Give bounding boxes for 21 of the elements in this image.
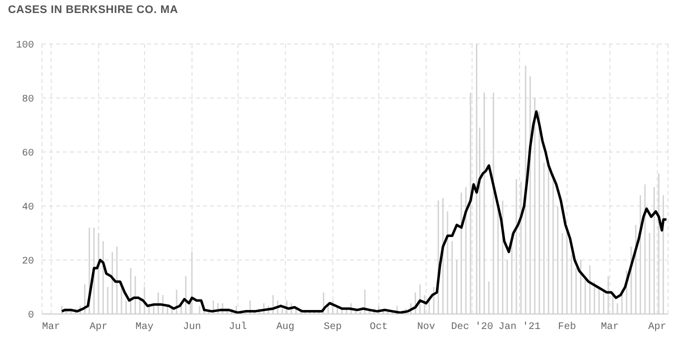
x-tick-label: May	[136, 322, 154, 334]
x-tick-label: Aug	[276, 322, 294, 334]
y-tick-label: 100	[16, 40, 34, 52]
y-tick-label: 0	[28, 310, 34, 322]
x-tick-label: Feb	[558, 321, 576, 334]
x-tick-label: Oct	[370, 322, 388, 334]
x-tick-label: Dec '20	[451, 321, 494, 334]
y-tick-label: 60	[22, 148, 34, 160]
chart-title: CASES IN BERKSHIRE CO. MA	[8, 4, 178, 16]
x-tick-label: Apr	[90, 322, 108, 334]
y-tick-label: 20	[22, 256, 34, 268]
x-tick-label: Apr	[648, 322, 666, 334]
x-tick-label: Jul	[228, 321, 247, 334]
y-tick-label: 40	[22, 202, 34, 214]
x-tick-label: Jun	[182, 322, 202, 334]
x-tick-label: Sep	[324, 322, 342, 334]
y-tick-label: 80	[22, 94, 34, 106]
x-tick-label: Nov	[417, 322, 436, 334]
x-tick-label: Mar	[600, 322, 619, 334]
x-tick-label: Mar	[42, 322, 60, 334]
x-tick-label: Jan '21	[498, 321, 541, 334]
